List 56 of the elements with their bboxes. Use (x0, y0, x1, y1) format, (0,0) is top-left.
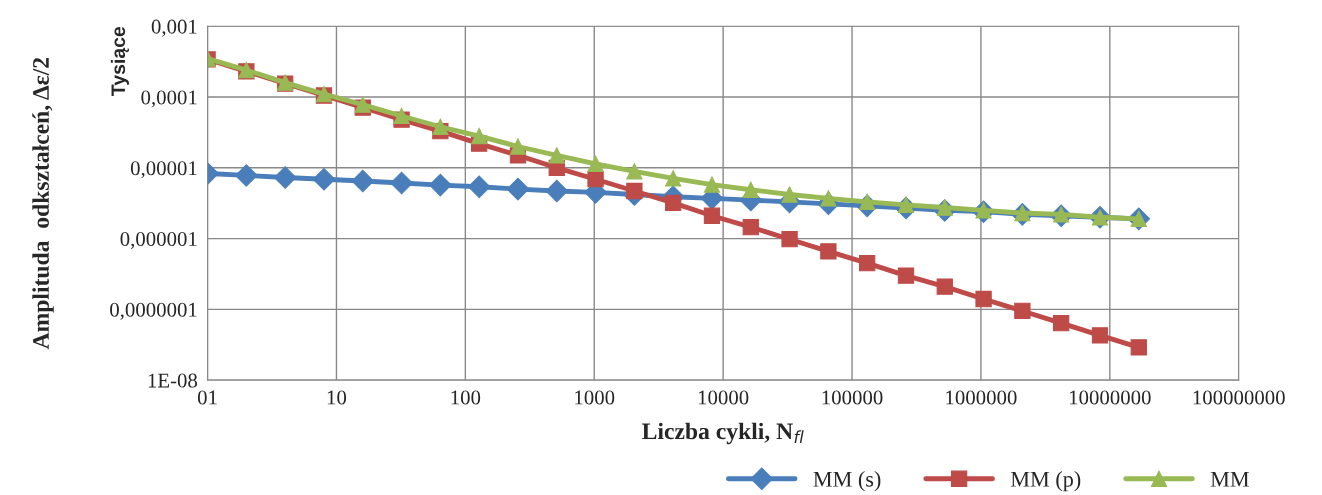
point (587, 155, 604, 172)
point (665, 194, 682, 211)
point (897, 267, 915, 284)
point (587, 171, 604, 188)
legend-label: MM (p) (1010, 471, 1081, 492)
x-tick-label: 100000 (822, 390, 883, 405)
point (703, 207, 721, 224)
point (665, 170, 682, 187)
legend-label: MM (s) (813, 471, 881, 492)
point (471, 127, 488, 145)
point (273, 166, 297, 189)
point (390, 171, 413, 195)
y-tick-label: 0,0001 (141, 90, 197, 108)
point (742, 219, 759, 236)
point (545, 179, 569, 203)
x-tick-label: 100000000 (1193, 390, 1285, 405)
legend-label: MM (1210, 471, 1249, 487)
x-axis-title: Liczba cykli, N$_{fl}$ (642, 422, 804, 445)
point (975, 290, 992, 308)
point (432, 118, 449, 135)
point (1091, 327, 1109, 344)
x-tick-label: 01 (197, 390, 217, 405)
point (1130, 339, 1147, 356)
x-tick-label: 10 (327, 390, 347, 405)
x-tick-label: 1000000 (946, 390, 1017, 405)
x-tick-label: 10000000 (1069, 390, 1151, 405)
y-tick-label: 0,0000001 (110, 302, 197, 320)
y-tick-label: 1E-08 (148, 373, 198, 388)
point (467, 175, 491, 199)
point (936, 278, 953, 295)
point (703, 176, 721, 193)
point (781, 186, 798, 203)
y-tick-label: 0,000001 (120, 231, 197, 250)
y-tick-label: 0,001 (151, 19, 197, 37)
point (1014, 302, 1031, 320)
point (626, 182, 643, 200)
point (1053, 314, 1070, 332)
x-tick-label: 10000 (698, 390, 749, 405)
x-tick-label: 1000 (575, 390, 615, 405)
point (506, 177, 530, 201)
point (393, 107, 410, 125)
point (820, 243, 837, 260)
point (312, 167, 336, 191)
point (235, 164, 258, 187)
point (742, 181, 759, 198)
text: Tysiące (110, 26, 129, 96)
point (781, 231, 798, 248)
point (351, 169, 375, 193)
point (626, 163, 643, 180)
point (509, 138, 527, 155)
point (548, 147, 565, 164)
y-axis-title: Amplituda odkształceń, Δε/2 (32, 57, 54, 350)
point (429, 173, 452, 197)
x-tick-label: 100 (451, 390, 481, 405)
point (859, 254, 876, 272)
y-tick-label: 0,00001 (130, 161, 197, 179)
